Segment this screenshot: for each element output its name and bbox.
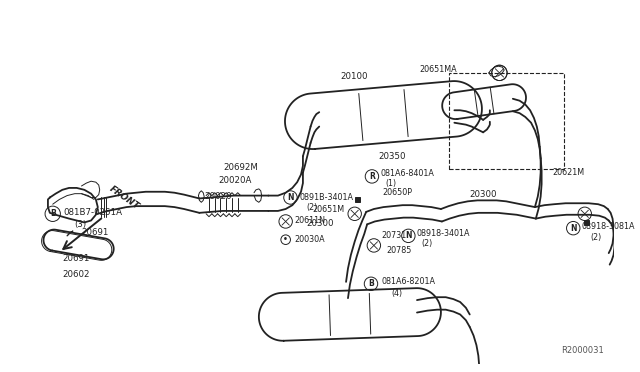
Bar: [584, 220, 589, 225]
Text: 20731: 20731: [381, 231, 407, 240]
Text: 20691: 20691: [81, 228, 109, 237]
Text: (2): (2): [307, 203, 318, 212]
Text: 20651M: 20651M: [312, 205, 344, 214]
Text: (2): (2): [422, 239, 433, 248]
Text: N: N: [287, 193, 294, 202]
Text: 20020A: 20020A: [219, 176, 252, 185]
Bar: [449, 73, 564, 169]
Text: FRONT: FRONT: [108, 184, 141, 211]
Text: 08918-3081A: 08918-3081A: [582, 222, 636, 231]
Text: 20030A: 20030A: [294, 235, 325, 244]
Text: B: B: [368, 279, 374, 288]
Text: 20300: 20300: [307, 219, 334, 228]
Text: 081B7-0251A: 081B7-0251A: [63, 208, 122, 217]
Text: 20651MA: 20651MA: [419, 65, 456, 74]
Text: 08918-3401A: 08918-3401A: [416, 230, 470, 238]
Text: 20692M: 20692M: [223, 163, 258, 172]
Text: 0891B-3401A: 0891B-3401A: [299, 193, 353, 202]
Text: B: B: [50, 209, 56, 218]
Text: N: N: [570, 224, 577, 232]
Text: R: R: [369, 172, 375, 181]
Text: (2): (2): [591, 233, 602, 242]
Bar: [355, 197, 360, 202]
Text: 20350: 20350: [379, 152, 406, 161]
Text: 20650P: 20650P: [383, 188, 413, 197]
Text: 20621M: 20621M: [552, 168, 584, 177]
Text: (3): (3): [74, 220, 86, 229]
Text: (4): (4): [391, 289, 402, 298]
Text: 20100: 20100: [340, 72, 368, 81]
Text: 20020: 20020: [204, 192, 232, 201]
Text: (1): (1): [385, 179, 397, 187]
Text: R2000031: R2000031: [561, 346, 604, 355]
Text: 20691: 20691: [62, 254, 90, 263]
Text: 20602: 20602: [62, 270, 90, 279]
Text: •: •: [284, 235, 288, 244]
Text: 20611N: 20611N: [294, 216, 325, 225]
Text: 20785: 20785: [387, 246, 412, 255]
Text: N: N: [405, 231, 412, 240]
Text: 081A6-8201A: 081A6-8201A: [381, 278, 436, 286]
Text: 081A6-8401A: 081A6-8401A: [381, 169, 435, 178]
Text: 20300: 20300: [470, 190, 497, 199]
